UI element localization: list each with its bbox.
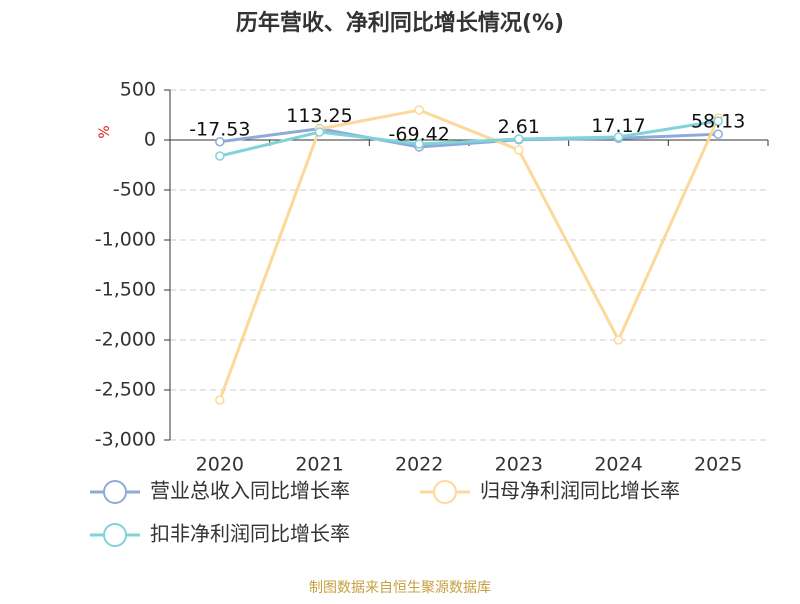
y-tick-label: -2,500	[95, 379, 156, 401]
data-label: 17.17	[591, 115, 645, 137]
y-tick-label: -1,500	[95, 279, 156, 301]
y-tick-label: -3,000	[95, 429, 156, 451]
legend-marker	[103, 523, 127, 547]
data-label: 58.13	[691, 111, 745, 133]
x-tick-label: 2021	[295, 454, 343, 476]
data-point	[215, 137, 225, 147]
x-tick-label: 2022	[395, 454, 443, 476]
data-label: 2.61	[498, 116, 540, 138]
legend-label: 营业总收入同比增长率	[150, 479, 350, 503]
data-point	[713, 129, 723, 139]
data-point	[314, 127, 325, 137]
data-point	[414, 105, 424, 115]
data-label: -17.53	[189, 118, 250, 140]
x-tick-label: 2024	[594, 454, 642, 476]
x-tick-label: 2020	[196, 454, 244, 476]
legend-marker	[103, 480, 127, 504]
source-note: 制图数据来自恒生聚源数据库	[309, 580, 491, 596]
chart-title: 历年营收、净利同比增长情况(%)	[236, 10, 564, 36]
data-point	[613, 335, 624, 345]
y-tick-label: -1,000	[95, 229, 156, 251]
x-tick-label: 2025	[694, 454, 742, 476]
data-label: -69.42	[389, 123, 450, 145]
x-tick-label: 2023	[495, 454, 543, 476]
series-line	[219, 119, 719, 158]
y-tick-label: 500	[120, 79, 156, 101]
data-point	[414, 139, 424, 149]
y-tick-label: -500	[113, 179, 156, 201]
data-point	[613, 132, 624, 142]
legend-label: 扣非净利润同比增长率	[150, 522, 350, 546]
data-point	[514, 145, 524, 155]
data-point	[215, 151, 225, 161]
series-line	[219, 127, 719, 149]
y-tick-label: 0	[144, 129, 156, 151]
data-label: 113.25	[286, 105, 352, 127]
series-line	[218, 108, 720, 401]
data-point	[514, 134, 524, 144]
data-point	[215, 395, 225, 405]
legend-label: 归母净利润同比增长率	[480, 479, 680, 503]
y-tick-label: -2,000	[95, 329, 156, 351]
y-axis-label: %	[97, 125, 113, 138]
data-point	[713, 116, 723, 126]
legend-marker	[433, 480, 457, 504]
